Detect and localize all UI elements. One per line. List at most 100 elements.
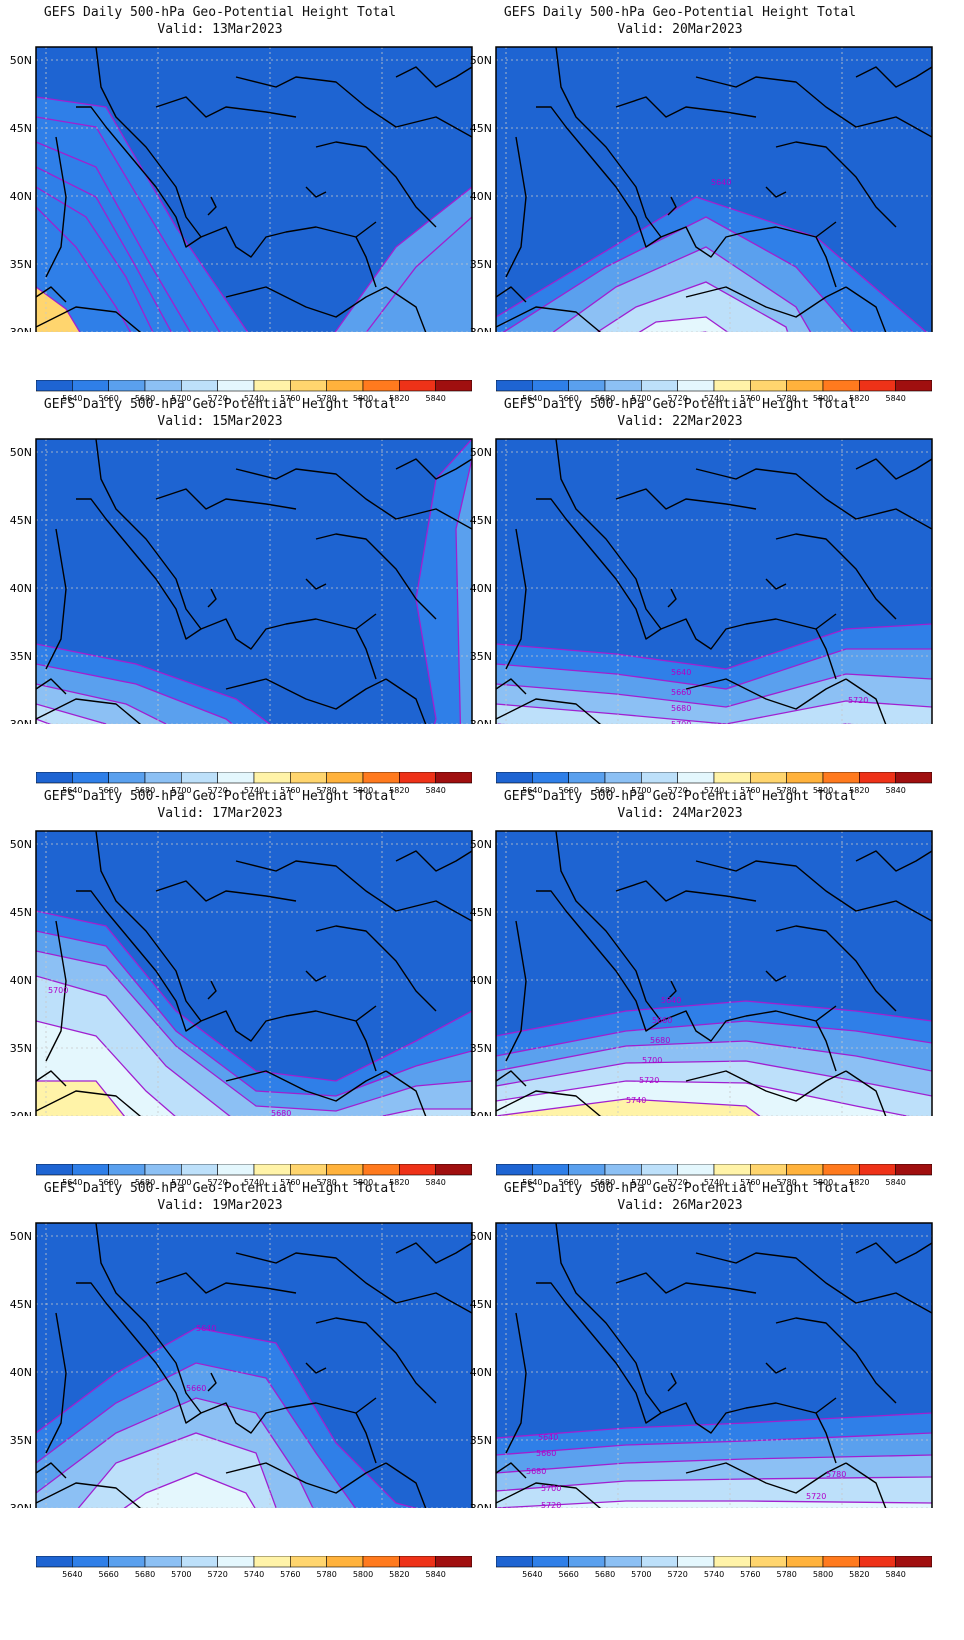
colorbar-swatch (677, 772, 715, 784)
map-panel: GEFS Daily 500-hPa Geo-Potential Height … (460, 392, 933, 795)
height-band (597, 282, 788, 332)
colorbar-swatch (750, 380, 787, 392)
colorbar-swatch (822, 772, 860, 784)
lat-tick-label: 40N (10, 190, 32, 203)
colorbar-swatch (36, 380, 73, 392)
coastline (845, 1462, 887, 1508)
colorbar-swatch (568, 1556, 606, 1568)
coastline (536, 831, 662, 1032)
coastline (845, 1070, 887, 1116)
colorbar-level-label: 5720 (207, 1570, 227, 1579)
contour-line (36, 286, 81, 332)
panel-valid-date: Valid: 26Mar2023 (617, 1198, 743, 1213)
colorbar-level-label: 5740 (244, 786, 264, 795)
panel-title: GEFS Daily 500-hPa Geo-Potential Height … (43, 789, 397, 804)
colorbar-level-label: 5760 (740, 1570, 760, 1579)
colorbar-level-label: 5700 (171, 1570, 191, 1579)
contour-line (496, 648, 932, 690)
panel-title: GEFS Daily 500-hPa Geo-Potential Height … (43, 1181, 397, 1196)
contour-label: 5640 (661, 996, 681, 1005)
height-band (496, 1477, 932, 1508)
colorbar-swatch (786, 1556, 824, 1568)
colorbar-swatch (859, 1164, 896, 1176)
geopotential-map: 564010E20E30E40E50N45N40N35N30N (470, 46, 933, 332)
colorbar-level-label: 5780 (776, 786, 796, 795)
panel-valid-date: Valid: 17Mar2023 (157, 806, 283, 821)
colorbar-swatch (362, 380, 400, 392)
coastline (536, 1223, 662, 1424)
coastline (815, 1412, 837, 1464)
colorbar-swatch (326, 772, 364, 784)
contour-line (455, 458, 472, 724)
contour-line (36, 206, 132, 332)
coastline (615, 96, 757, 118)
coastline (660, 1005, 837, 1042)
colorbar-level-label: 5800 (353, 1570, 373, 1579)
contour-line (496, 700, 932, 724)
coastline (305, 186, 327, 198)
colorbar-level-label: 5820 (849, 786, 869, 795)
contour-line (36, 1397, 314, 1508)
lat-tick-label: 30N (10, 718, 32, 724)
coastline (536, 47, 662, 248)
map-frame (495, 46, 933, 332)
colorbar-level-label: 5780 (776, 1570, 796, 1579)
contour-label: 5680 (271, 1109, 291, 1116)
colorbar-swatch (604, 380, 642, 392)
colorbar-level-label: 5780 (316, 1178, 336, 1187)
coastline (765, 1362, 787, 1374)
coastline (815, 236, 837, 288)
coastline (855, 1242, 932, 1264)
coastline (667, 196, 677, 216)
colorbar-level-label: 5700 (631, 1178, 651, 1187)
colorbar-swatch (217, 772, 255, 784)
lat-tick-label: 45N (10, 514, 32, 527)
coastline (496, 678, 527, 695)
contour-label: 5700 (48, 986, 68, 995)
colorbar-swatch (496, 1556, 533, 1568)
contour-line (36, 950, 472, 1112)
contour-label: 5700 (541, 1484, 561, 1493)
colorbar-swatch (895, 1164, 932, 1176)
colorbar-level-label: 5660 (98, 1570, 118, 1579)
colorbar-level-label: 5760 (740, 394, 760, 403)
colorbar-swatch (641, 1556, 678, 1568)
colorbar-swatch (822, 1164, 860, 1176)
colorbar-level-label: 5740 (704, 394, 724, 403)
colorbar-swatch (641, 772, 678, 784)
colorbar-level-label: 5760 (280, 786, 300, 795)
coastline (845, 678, 887, 724)
contour-line (36, 1362, 357, 1508)
coastline (660, 1397, 837, 1434)
coastline (155, 880, 297, 902)
colorbar-level-label: 5700 (631, 1570, 651, 1579)
panel-valid-date: Valid: 19Mar2023 (157, 1198, 283, 1213)
coastline (235, 76, 472, 138)
contour-label: 5720 (848, 696, 868, 705)
colorbar-swatch (713, 772, 751, 784)
coastline (207, 588, 217, 608)
coastline (496, 698, 602, 724)
colorbar-swatch (181, 1164, 218, 1176)
colorbar-level-label: 5720 (667, 1178, 687, 1187)
lat-tick-label: 50N (470, 54, 492, 67)
lat-tick-label: 45N (10, 122, 32, 135)
lat-tick-label: 35N (470, 1434, 492, 1447)
contour-line (638, 316, 729, 332)
map-panel: GEFS Daily 500-hPa Geo-Potential Height … (460, 0, 933, 403)
colorbar-level-label: 5640 (62, 394, 82, 403)
coastline (45, 136, 67, 278)
colorbar-level-label: 5820 (389, 786, 409, 795)
coastline (695, 1252, 932, 1314)
contour-line (596, 281, 789, 332)
colorbar-swatch (108, 1556, 146, 1568)
colorbar-swatch (677, 1164, 715, 1176)
colorbar-level-label: 5720 (207, 786, 227, 795)
height-band (36, 97, 248, 332)
contour-line (36, 643, 271, 724)
coastline (765, 578, 787, 590)
height-band (416, 439, 472, 724)
contour-label: 5660 (652, 1016, 672, 1025)
contour-line (496, 1454, 932, 1474)
colorbar-swatch (604, 1164, 642, 1176)
